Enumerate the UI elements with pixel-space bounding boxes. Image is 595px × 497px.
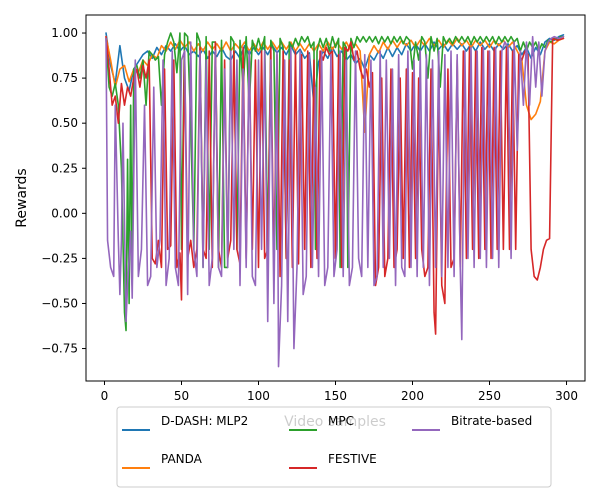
x-tick-label: 0 [101, 389, 109, 403]
y-tick-label: 1.00 [51, 26, 78, 40]
y-tick-label: 0.50 [51, 116, 78, 130]
legend-entries: D-DASH: MLP2 PANDA MPC FESTIVE Bitrate-based [122, 414, 532, 469]
plot-area [85, 14, 586, 382]
y-axis-label: Rewards [14, 168, 30, 227]
y-tick-label: 0.00 [51, 206, 78, 220]
x-axis-ticks: 0 50 100 150 200 250 300 [101, 381, 578, 403]
y-axis-ticks: −0.75 −0.50 −0.25 0.00 0.25 0.50 0.75 1.00 [41, 26, 86, 356]
legend-label-1: PANDA [161, 452, 203, 466]
y-tick-label: 0.75 [51, 71, 78, 85]
x-tick-label: 100 [247, 389, 270, 403]
y-tick-label: −0.25 [41, 251, 78, 265]
legend-frame [116, 406, 552, 488]
x-tick-label: 300 [555, 389, 578, 403]
x-tick-label: 250 [478, 389, 501, 403]
y-tick-label: −0.50 [41, 296, 78, 310]
series-line-4 [105, 35, 565, 368]
series-line-2 [105, 32, 565, 332]
x-tick-label: 200 [401, 389, 424, 403]
x-tick-label: 150 [324, 389, 347, 403]
legend-label-3: FESTIVE [328, 452, 377, 466]
legend-label-0: D-DASH: MLP2 [161, 414, 248, 428]
y-tick-label: −0.75 [41, 342, 78, 356]
legend: D-DASH: MLP2 PANDA MPC FESTIVE Bitrate-based [116, 406, 552, 488]
y-tick-label: 0.25 [51, 161, 78, 175]
legend-label-2: MPC [328, 414, 354, 428]
series-layer [105, 32, 565, 368]
legend-label-4: Bitrate-based [451, 414, 532, 428]
series-line-0 [105, 32, 565, 106]
x-tick-label: 50 [174, 389, 189, 403]
